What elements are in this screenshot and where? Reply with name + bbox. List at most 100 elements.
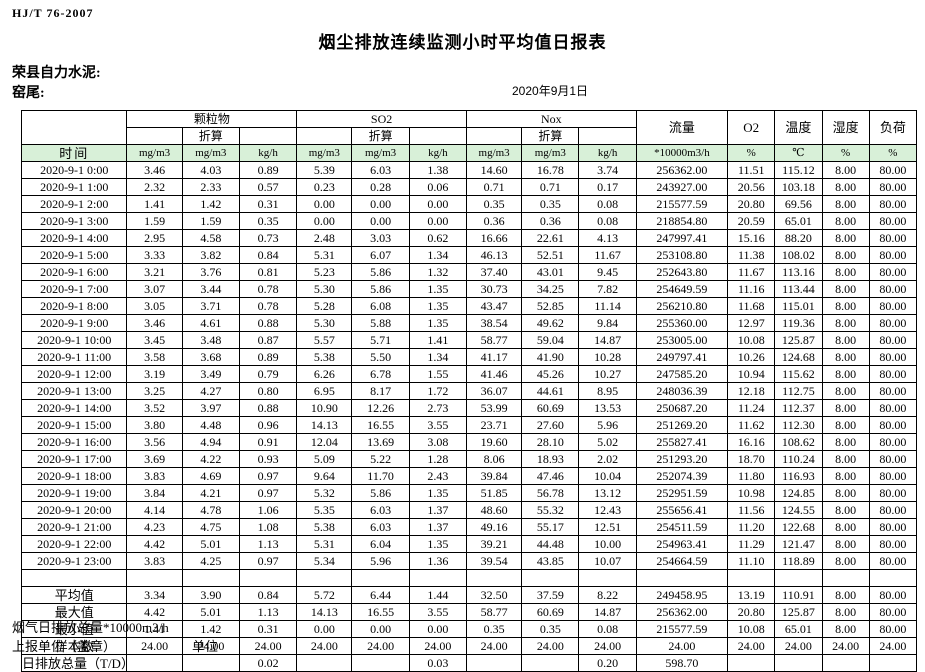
header-group-nox: Nox [465, 110, 637, 128]
cell-pm-kgh: 0.57 [238, 178, 298, 196]
cell-load: 80.00 [868, 195, 918, 213]
table-row: 2020-9-1 13:00 3.25 4.27 0.80 6.95 8.17 1.72 36… [20, 382, 918, 400]
cell-load: 80.00 [868, 246, 918, 264]
summary-cell-o2: 10.08 [727, 620, 776, 638]
cell-nox-converted: 41.90 [521, 348, 580, 366]
summary-cell-flow: 24.00 [635, 637, 729, 655]
cell-nox-converted: 22.61 [521, 229, 580, 247]
summary-row: 样本数 24.00 24.00 24.00 24.00 24.00 24.00 24.00 24… [20, 637, 918, 655]
cell-nox-mgm3: 58.77 [465, 331, 523, 349]
cell-so2-mgm3: 0.23 [296, 178, 353, 196]
cell-so2-mgm3: 0.00 [296, 195, 353, 213]
cell-pm-kgh: 0.91 [238, 433, 298, 451]
spacer-cell [408, 569, 467, 587]
spacer-cell [774, 569, 823, 587]
cell-so2-mgm3: 5.39 [296, 161, 353, 179]
cell-so2-converted: 5.71 [351, 331, 410, 349]
cell-so2-kgh: 1.35 [408, 297, 467, 315]
cell-so2-kgh: 1.55 [408, 365, 467, 383]
cell-so2-mgm3: 5.31 [296, 246, 353, 264]
cell-pm-mgm3: 1.59 [126, 212, 183, 230]
header-unit-temperature: ℃ [774, 144, 823, 162]
summary-cell-pm-mgm3: 4.42 [126, 603, 183, 621]
cell-so2-kgh: 3.08 [408, 433, 467, 451]
table-row: 2020-9-1 18:00 3.83 4.69 0.97 9.64 11.70 2.43 3… [20, 467, 918, 485]
summary-cell-nox-mgm3: 0.35 [465, 620, 523, 638]
cell-load: 80.00 [868, 382, 918, 400]
cell-pm-converted: 3.44 [181, 280, 240, 298]
summary-cell-so2-converted: 24.00 [351, 637, 410, 655]
table-row: 2020-9-1 23:00 3.83 4.25 0.97 5.34 5.96 1.36 39… [20, 552, 918, 570]
cell-nox-kgh: 7.82 [578, 280, 637, 298]
summary-cell-nox-converted: 60.69 [521, 603, 580, 621]
cell-so2-mgm3: 5.32 [296, 484, 353, 502]
cell-nox-kgh: 3.74 [578, 161, 637, 179]
cell-load: 80.00 [868, 263, 918, 281]
cell-temperature: 112.30 [774, 416, 823, 434]
spacer-cell [868, 569, 918, 587]
cell-so2-converted: 0.28 [351, 178, 410, 196]
cell-nox-converted: 56.78 [521, 484, 580, 502]
cell-o2: 20.59 [727, 212, 776, 230]
cell-so2-mgm3: 5.09 [296, 450, 353, 468]
cell-load: 80.00 [868, 178, 918, 196]
cell-nox-mgm3: 8.06 [465, 450, 523, 468]
cell-temperature: 118.89 [774, 552, 823, 570]
cell-pm-mgm3: 3.84 [126, 484, 183, 502]
cell-pm-kgh: 0.93 [238, 450, 298, 468]
cell-o2: 18.70 [727, 450, 776, 468]
cell-time: 2020-9-1 17:00 [20, 450, 128, 468]
summary-cell-flow: 256362.00 [635, 603, 729, 621]
header-blank-so2-raw [296, 127, 353, 145]
cell-pm-mgm3: 3.56 [126, 433, 183, 451]
cell-pm-converted: 4.61 [181, 314, 240, 332]
cell-so2-kgh: 1.72 [408, 382, 467, 400]
cell-humidity: 8.00 [821, 399, 870, 417]
cell-flow: 215577.59 [635, 195, 729, 213]
table-row: 2020-9-1 0:00 3.46 4.03 0.89 5.39 6.03 1.38 14.… [20, 161, 918, 179]
cell-pm-converted: 1.59 [181, 212, 240, 230]
cell-o2: 11.62 [727, 416, 776, 434]
cell-nox-mgm3: 46.13 [465, 246, 523, 264]
table-row: 2020-9-1 15:00 3.80 4.48 0.96 14.13 16.55 3.55… [20, 416, 918, 434]
cell-humidity: 8.00 [821, 518, 870, 536]
cell-o2: 11.10 [727, 552, 776, 570]
cell-flow: 251269.20 [635, 416, 729, 434]
cell-so2-converted: 5.50 [351, 348, 410, 366]
cell-nox-mgm3: 39.54 [465, 552, 523, 570]
cell-so2-kgh: 2.43 [408, 467, 467, 485]
cell-temperature: 122.68 [774, 518, 823, 536]
cell-nox-converted: 16.78 [521, 161, 580, 179]
summary-cell-humidity: 24.00 [821, 637, 870, 655]
cell-temperature: 115.62 [774, 365, 823, 383]
cell-temperature: 121.47 [774, 535, 823, 553]
cell-flow: 247585.20 [635, 365, 729, 383]
cell-humidity: 8.00 [821, 484, 870, 502]
cell-load: 80.00 [868, 229, 918, 247]
cell-nox-kgh: 5.02 [578, 433, 637, 451]
cell-so2-converted: 12.26 [351, 399, 410, 417]
cell-pm-kgh: 0.88 [238, 314, 298, 332]
summary-cell-o2: 24.00 [727, 637, 776, 655]
cell-nox-mgm3: 48.60 [465, 501, 523, 519]
cell-pm-kgh: 1.08 [238, 518, 298, 536]
summary-cell-nox-kgh: 0.20 [578, 654, 637, 672]
cell-nox-mgm3: 0.71 [465, 178, 523, 196]
cell-nox-mgm3: 39.84 [465, 467, 523, 485]
cell-nox-kgh: 9.45 [578, 263, 637, 281]
header-unit-nox-conv-mgm3: mg/m3 [521, 144, 580, 162]
footer-unit: 单位 [192, 639, 219, 654]
header-converted-so2: 折算 [351, 127, 410, 145]
cell-nox-kgh: 10.00 [578, 535, 637, 553]
cell-time: 2020-9-1 3:00 [20, 212, 128, 230]
footer-total-emission: 烟气日排放总量*10000m3/h [12, 620, 169, 635]
cell-humidity: 8.00 [821, 348, 870, 366]
cell-pm-converted: 3.48 [181, 331, 240, 349]
cell-flow: 256210.80 [635, 297, 729, 315]
cell-so2-converted: 8.17 [351, 382, 410, 400]
cell-so2-converted: 5.86 [351, 484, 410, 502]
cell-so2-kgh: 1.37 [408, 518, 467, 536]
cell-so2-mgm3: 5.23 [296, 263, 353, 281]
summary-cell-o2: 20.80 [727, 603, 776, 621]
cell-pm-kgh: 0.89 [238, 348, 298, 366]
